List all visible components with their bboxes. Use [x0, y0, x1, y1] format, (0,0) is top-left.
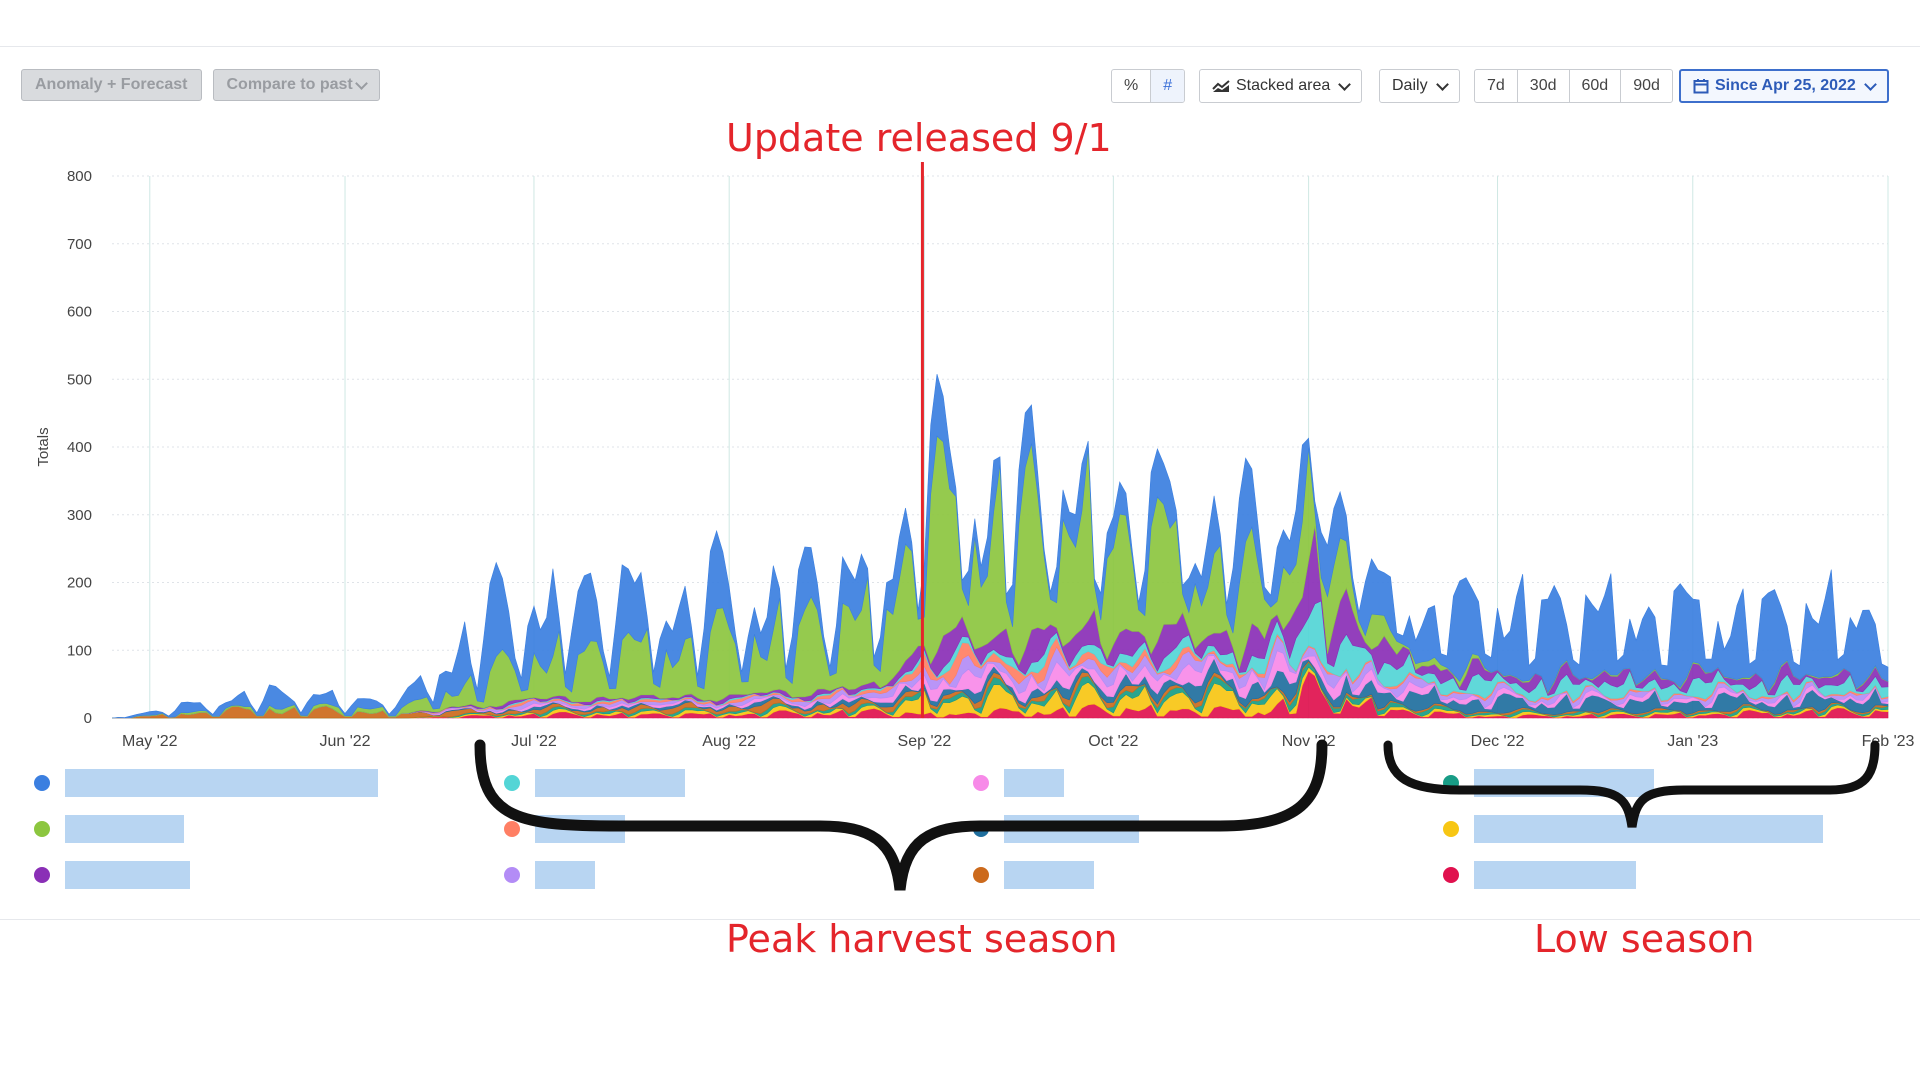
- percent-toggle[interactable]: %: [1112, 70, 1152, 102]
- low-season-annotation: Low season: [1534, 917, 1755, 961]
- legend-item[interactable]: [22, 760, 482, 806]
- legend-item[interactable]: [492, 806, 952, 852]
- stacked-area-icon: [1212, 80, 1230, 92]
- legend-redacted-label: [1474, 861, 1636, 889]
- chart-type-dropdown[interactable]: Stacked area: [1199, 69, 1363, 103]
- range-60d[interactable]: 60d: [1570, 70, 1622, 102]
- interval-dropdown[interactable]: Daily: [1379, 69, 1460, 103]
- x-tick-label: Nov '22: [1282, 733, 1336, 750]
- legend-dot: [504, 867, 520, 883]
- legend-redacted-label: [65, 769, 378, 797]
- legend-dot: [34, 775, 50, 791]
- legend-item[interactable]: [1431, 852, 1891, 898]
- legend-dot: [1443, 775, 1459, 791]
- legend-redacted-label: [535, 769, 685, 797]
- y-tick-label: 100: [67, 642, 92, 659]
- legend-item[interactable]: [1431, 760, 1891, 806]
- x-tick-label: Dec '22: [1471, 733, 1525, 750]
- x-tick-label: Feb '23: [1862, 733, 1915, 750]
- y-tick-label: 600: [67, 304, 92, 321]
- legend-redacted-label: [1474, 769, 1654, 797]
- date-range-dropdown[interactable]: Since Apr 25, 2022: [1679, 69, 1889, 103]
- y-tick-label: 700: [67, 236, 92, 253]
- legend-dot: [973, 775, 989, 791]
- range-30d[interactable]: 30d: [1518, 70, 1570, 102]
- compare-to-past-button[interactable]: Compare to past: [212, 69, 380, 101]
- x-tick-label: Jun '22: [319, 733, 370, 750]
- range-7d[interactable]: 7d: [1475, 70, 1518, 102]
- value-mode-toggle: % #: [1111, 69, 1186, 103]
- legend-dot: [1443, 867, 1459, 883]
- number-toggle[interactable]: #: [1151, 70, 1185, 102]
- legend-redacted-label: [1004, 861, 1094, 889]
- legend-redacted-label: [1004, 815, 1139, 843]
- legend-redacted-label: [65, 815, 184, 843]
- legend-redacted-label: [535, 861, 595, 889]
- legend-item[interactable]: [961, 852, 1421, 898]
- x-tick-label: Aug '22: [702, 733, 756, 750]
- legend-item[interactable]: [961, 760, 1421, 806]
- legend-dot: [504, 775, 520, 791]
- interval-label: Daily: [1392, 77, 1428, 94]
- update-annotation: Update released 9/1: [726, 116, 1112, 160]
- legend-item[interactable]: [492, 852, 952, 898]
- y-axis-label: Totals: [35, 427, 52, 466]
- legend-item[interactable]: [1431, 806, 1891, 852]
- calendar-icon: [1693, 79, 1709, 94]
- legend-redacted-label: [1004, 769, 1064, 797]
- x-tick-label: Jan '23: [1667, 733, 1718, 750]
- x-tick-label: May '22: [122, 733, 178, 750]
- y-tick-label: 400: [67, 439, 92, 456]
- y-tick-label: 200: [67, 575, 92, 592]
- legend-redacted-label: [535, 815, 625, 843]
- legend-item[interactable]: [22, 806, 482, 852]
- legend-dot: [973, 821, 989, 837]
- legend-dot: [1443, 821, 1459, 837]
- y-tick-label: 0: [84, 710, 92, 727]
- y-tick-label: 800: [67, 168, 92, 185]
- peak-season-annotation: Peak harvest season: [726, 917, 1118, 961]
- toolbar-left: Anomaly + Forecast Compare to past: [21, 69, 380, 101]
- legend-dot: [504, 821, 520, 837]
- legend-item[interactable]: [492, 760, 952, 806]
- range-90d[interactable]: 90d: [1633, 77, 1660, 94]
- legend-dot: [34, 821, 50, 837]
- x-tick-label: Jul '22: [511, 733, 557, 750]
- stacked-area-chart: 0 100 200 300 400 500 600 700 800 May '22 Jun '22 J…: [35, 162, 1915, 750]
- compare-label: Compare to past: [226, 76, 353, 93]
- date-range-label: Since Apr 25, 2022: [1715, 77, 1856, 94]
- x-tick-label: Sep '22: [898, 733, 952, 750]
- y-tick-label: 300: [67, 507, 92, 524]
- x-tick-label: Oct '22: [1088, 733, 1138, 750]
- legend-redacted-label: [65, 861, 190, 889]
- legend-item[interactable]: [961, 806, 1421, 852]
- anomaly-forecast-button[interactable]: Anomaly + Forecast: [21, 69, 202, 101]
- legend-item[interactable]: [22, 852, 482, 898]
- y-tick-label: 500: [67, 371, 92, 388]
- legend-redacted-label: [1474, 815, 1823, 843]
- legend-dot: [34, 867, 50, 883]
- range-picker: 7d 30d 60d 90d: [1474, 69, 1673, 103]
- chart-type-label: Stacked area: [1236, 77, 1331, 94]
- legend-dot: [973, 867, 989, 883]
- series-area: [111, 374, 1889, 719]
